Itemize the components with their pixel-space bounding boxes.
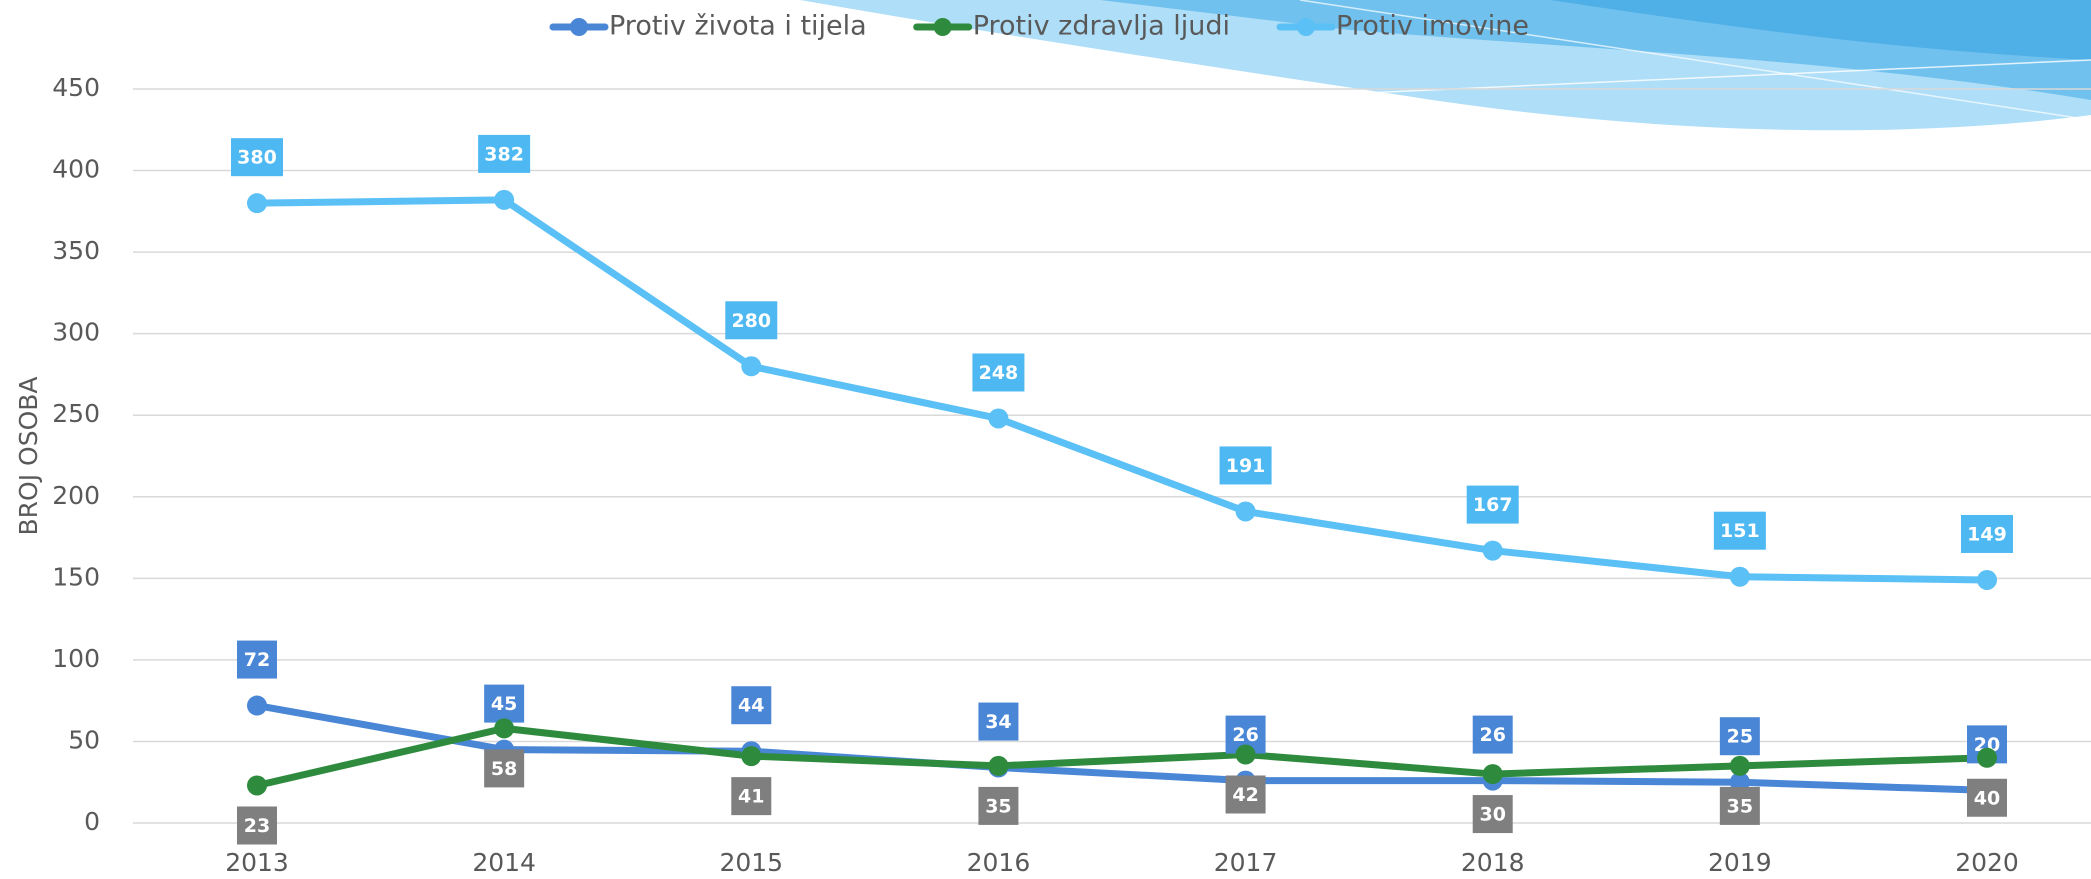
data-point <box>247 775 267 796</box>
y-tick-label: 250 <box>52 399 100 428</box>
data-label: 58 <box>491 758 517 780</box>
x-tick-label: 2014 <box>472 848 536 877</box>
data-label: 23 <box>244 815 270 837</box>
data-label: 25 <box>1727 726 1753 748</box>
y-tick-label: 150 <box>52 562 100 591</box>
y-tick-label: 50 <box>68 725 100 754</box>
data-label-box <box>725 301 778 340</box>
data-point <box>1729 566 1750 587</box>
data-label-box <box>237 640 277 679</box>
data-label: 35 <box>985 795 1011 817</box>
data-label-box <box>1466 485 1519 524</box>
data-label: 42 <box>1232 784 1258 806</box>
data-label: 191 <box>1226 455 1266 477</box>
data-point <box>741 356 762 377</box>
data-label-box <box>1713 511 1766 550</box>
data-label: 26 <box>1232 724 1258 746</box>
legend-label: Protiv života i tijela <box>609 11 867 42</box>
x-tick-label: 2018 <box>1461 848 1525 877</box>
data-label: 44 <box>738 695 764 717</box>
data-label-box <box>1472 715 1513 754</box>
data-label-box <box>731 777 772 816</box>
decoration <box>800 0 2091 131</box>
data-label-box <box>484 684 525 723</box>
y-tick-label: 350 <box>52 236 100 265</box>
data-point <box>1977 569 1997 590</box>
data-label-box <box>478 134 531 173</box>
data-label: 30 <box>1479 804 1505 826</box>
y-tick-label: 0 <box>84 807 100 836</box>
data-label-box <box>1967 778 2007 817</box>
data-label-box <box>484 749 525 788</box>
data-label: 149 <box>1967 523 2007 545</box>
series-line <box>256 724 1988 789</box>
y-tick-label: 100 <box>52 644 100 673</box>
data-label: 167 <box>1473 494 1513 516</box>
data-label: 248 <box>979 362 1019 384</box>
data-label: 35 <box>1727 795 1753 817</box>
legend-marker <box>933 18 952 36</box>
data-label-box <box>1961 514 2013 553</box>
data-point <box>1235 501 1256 522</box>
data-label-box <box>1719 717 1760 756</box>
data-point <box>988 408 1009 429</box>
y-tick-label: 400 <box>52 155 100 184</box>
data-point <box>494 189 515 210</box>
y-tick-label: 200 <box>52 481 100 510</box>
data-point <box>247 695 267 716</box>
legend-marker <box>1297 18 1316 36</box>
data-label: 40 <box>1974 787 2000 809</box>
data-label: 45 <box>491 693 517 715</box>
data-point <box>494 718 515 739</box>
data-label: 280 <box>731 310 771 332</box>
data-point <box>741 746 762 767</box>
data-label: 34 <box>985 711 1011 733</box>
x-tick-label: 2019 <box>1708 848 1772 877</box>
data-label: 26 <box>1479 724 1505 746</box>
series-line <box>256 702 1988 794</box>
data-point <box>1977 747 1997 768</box>
data-label-box <box>978 702 1019 741</box>
data-point <box>1729 755 1750 776</box>
legend-marker <box>570 18 588 36</box>
data-label-box <box>1219 446 1272 485</box>
data-label: 72 <box>244 649 270 671</box>
data-point <box>247 193 267 214</box>
data-point <box>988 755 1009 776</box>
data-label: 41 <box>738 786 764 808</box>
data-point <box>1235 744 1256 765</box>
legend-label: Protiv imovine <box>1336 11 1529 42</box>
data-label-box <box>978 786 1019 825</box>
data-label: 151 <box>1720 520 1760 542</box>
y-tick-label: 300 <box>52 318 100 347</box>
legend-label: Protiv zdravlja ljudi <box>973 11 1230 42</box>
x-tick-label: 2013 <box>225 848 289 877</box>
data-label: 382 <box>484 143 524 165</box>
data-label: 380 <box>237 147 277 169</box>
data-label-box <box>1472 795 1513 834</box>
data-label-box <box>231 138 283 177</box>
series-line <box>256 196 1988 584</box>
data-label-box <box>731 686 772 725</box>
x-tick-label: 2015 <box>719 848 783 877</box>
data-point <box>1482 540 1503 561</box>
data-label-box <box>1225 775 1266 814</box>
x-tick-label: 2020 <box>1955 848 2019 877</box>
x-tick-label: 2017 <box>1214 848 1278 877</box>
data-point <box>1482 764 1503 785</box>
y-axis-title: BROJ OSOBA <box>14 377 43 536</box>
y-tick-label: 450 <box>52 73 100 102</box>
data-label-box <box>237 806 277 845</box>
data-label-box <box>1719 786 1760 825</box>
x-tick-label: 2016 <box>967 848 1031 877</box>
data-label-box <box>972 353 1025 392</box>
